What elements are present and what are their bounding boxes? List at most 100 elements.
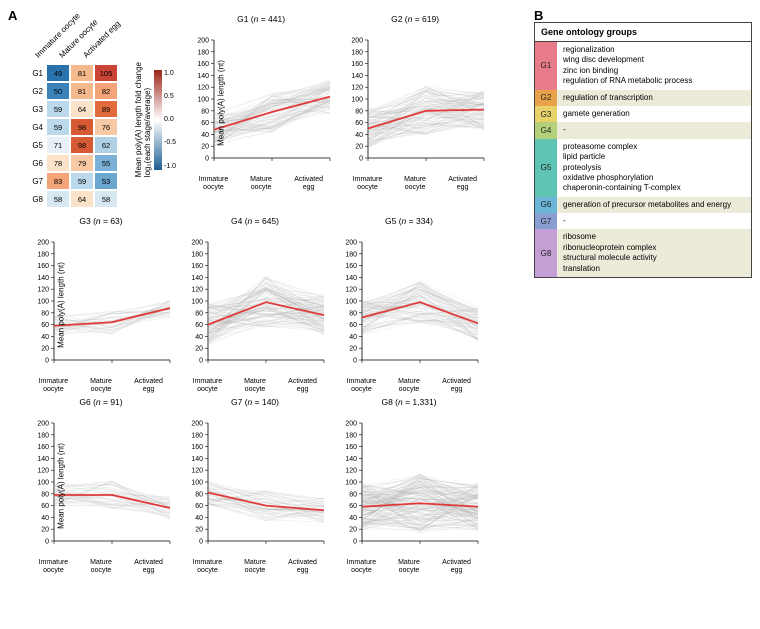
svg-text:140: 140 — [345, 275, 357, 282]
x-axis-labels: ImmatureoocyteMatureoocyteActivatedegg — [26, 559, 176, 574]
svg-text:80: 80 — [195, 492, 203, 499]
chart-title: G5 (n = 334) — [334, 216, 484, 226]
svg-text:200: 200 — [191, 240, 203, 247]
figure: A Immature oocyteMature oocyteActivated … — [8, 8, 752, 575]
svg-text:160: 160 — [37, 444, 49, 451]
chart-g6: G6 (n = 91)Mean poly(A) length (nt)02040… — [26, 397, 176, 574]
svg-text:40: 40 — [349, 515, 357, 522]
chart-g4: G4 (n = 645)020406080100120140160180200I… — [180, 216, 330, 393]
svg-text:180: 180 — [37, 251, 49, 258]
svg-text:20: 20 — [349, 527, 357, 534]
go-text: generation of precursor metabolites and … — [557, 197, 751, 213]
chart-title: G6 (n = 91) — [26, 397, 176, 407]
x-axis-label: Immatureoocyte — [338, 559, 385, 574]
svg-text:160: 160 — [191, 444, 203, 451]
chart-svg: 020406080100120140160180200 — [334, 409, 484, 559]
svg-text:40: 40 — [195, 334, 203, 341]
chart-svg: 020406080100120140160180200 — [26, 228, 176, 378]
svg-text:160: 160 — [37, 263, 49, 270]
x-axis-labels: ImmatureoocyteMatureoocyteActivatedegg — [334, 378, 484, 393]
svg-text:140: 140 — [197, 73, 209, 80]
svg-text:100: 100 — [191, 480, 203, 487]
heatmap-cell: 98 — [70, 136, 94, 154]
colorbar-ticks: 1.00.50.0-0.5-1.0 — [164, 70, 176, 170]
heatmap-row: G2508182 — [26, 82, 120, 100]
svg-text:60: 60 — [41, 503, 49, 510]
svg-text:60: 60 — [41, 322, 49, 329]
y-axis-label: Mean poly(A) length (nt) — [56, 443, 65, 529]
go-text: regionalizationwing disc developmentzinc… — [557, 42, 751, 90]
x-axis-label: Matureoocyte — [78, 559, 125, 574]
heatmap-row: G3596489 — [26, 100, 120, 118]
svg-text:180: 180 — [197, 49, 209, 56]
heatmap-row: G5719862 — [26, 136, 120, 154]
svg-text:60: 60 — [349, 503, 357, 510]
svg-text:100: 100 — [37, 299, 49, 306]
heatmap-row-label: G1 — [26, 69, 46, 78]
heatmap-cell: 58 — [46, 190, 70, 208]
heatmap-col-headers: Immature oocyteMature oocyteActivated eg… — [48, 32, 120, 64]
chart-svg: 020406080100120140160180200 — [340, 26, 490, 176]
go-text: regulation of transcription — [557, 90, 751, 106]
x-axis-label: Matureoocyte — [232, 559, 279, 574]
svg-text:140: 140 — [191, 275, 203, 282]
svg-text:60: 60 — [355, 120, 363, 127]
go-tag: G7 — [535, 213, 557, 229]
svg-text:0: 0 — [353, 358, 357, 365]
heatmap-cell: 53 — [94, 172, 118, 190]
svg-text:180: 180 — [345, 433, 357, 440]
svg-text:140: 140 — [37, 275, 49, 282]
svg-text:20: 20 — [349, 346, 357, 353]
svg-text:60: 60 — [349, 322, 357, 329]
x-axis-label: Activatedegg — [279, 559, 326, 574]
go-row: G7- — [535, 213, 751, 229]
svg-text:120: 120 — [345, 287, 357, 294]
svg-text:160: 160 — [345, 263, 357, 270]
svg-text:180: 180 — [191, 433, 203, 440]
top-row: Immature oocyteMature oocyteActivated eg… — [8, 14, 528, 208]
svg-text:140: 140 — [345, 456, 357, 463]
colorbar-wrap: Mean poly(A) length fold changelog₂(each… — [134, 62, 176, 177]
x-axis-labels: ImmatureoocyteMatureoocyteActivatedegg — [26, 378, 176, 393]
svg-text:20: 20 — [195, 527, 203, 534]
heatmap-cell: 59 — [46, 100, 70, 118]
colorbar-tick: 1.0 — [164, 70, 176, 77]
heatmap-row: G6787955 — [26, 154, 120, 172]
heatmap-row-label: G5 — [26, 141, 46, 150]
svg-text:200: 200 — [345, 240, 357, 247]
go-row: G6generation of precursor metabolites an… — [535, 197, 751, 213]
svg-text:120: 120 — [37, 468, 49, 475]
heatmap-cell: 59 — [46, 118, 70, 136]
heatmap-cell: 89 — [94, 100, 118, 118]
heatmap-cell: 59 — [70, 172, 94, 190]
svg-text:100: 100 — [345, 480, 357, 487]
go-tag: G6 — [535, 197, 557, 213]
x-axis-label: Activatedegg — [433, 378, 480, 393]
x-axis-label: Activatedegg — [125, 378, 172, 393]
chart-svg: 020406080100120140160180200 — [180, 228, 330, 378]
go-tag: G4 — [535, 122, 557, 138]
colorbar-tick: -0.5 — [164, 139, 176, 146]
svg-text:200: 200 — [191, 421, 203, 428]
svg-text:60: 60 — [195, 503, 203, 510]
x-axis-label: Immatureoocyte — [30, 559, 77, 574]
x-axis-label: Immatureoocyte — [184, 559, 231, 574]
chart-g7: G7 (n = 140)020406080100120140160180200I… — [180, 397, 330, 574]
svg-text:20: 20 — [41, 346, 49, 353]
x-axis-label: Immatureoocyte — [338, 378, 385, 393]
svg-text:200: 200 — [345, 421, 357, 428]
svg-text:80: 80 — [201, 108, 209, 115]
go-text: proteasome complexlipid particleproteoly… — [557, 139, 751, 197]
go-tag: G3 — [535, 106, 557, 122]
heatmap-cell: 98 — [70, 118, 94, 136]
svg-text:160: 160 — [351, 61, 363, 68]
svg-text:20: 20 — [195, 346, 203, 353]
svg-text:180: 180 — [37, 433, 49, 440]
x-axis-labels: ImmatureoocyteMatureoocyteActivatedegg — [340, 176, 490, 191]
svg-text:200: 200 — [351, 38, 363, 45]
chart-title: G2 (n = 619) — [340, 14, 490, 24]
x-axis-label: Matureoocyte — [78, 378, 125, 393]
svg-text:120: 120 — [345, 468, 357, 475]
svg-text:160: 160 — [191, 263, 203, 270]
svg-text:0: 0 — [199, 358, 203, 365]
